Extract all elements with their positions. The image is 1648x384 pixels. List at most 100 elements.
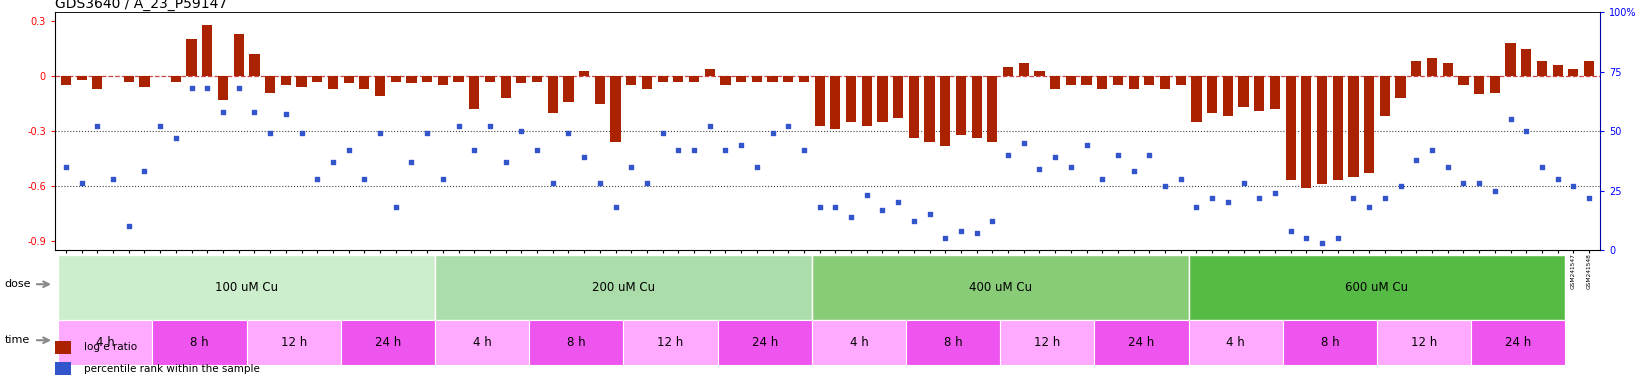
Bar <box>1035 71 1045 76</box>
Point <box>1200 195 1226 201</box>
Text: 24 h: 24 h <box>1129 336 1155 349</box>
Point <box>1575 195 1602 201</box>
Point <box>1183 204 1210 210</box>
Bar <box>925 76 934 142</box>
Bar <box>152 320 247 365</box>
Bar <box>218 76 227 100</box>
Bar <box>203 25 213 76</box>
Point <box>320 159 346 165</box>
Bar <box>908 76 920 138</box>
Bar <box>1285 76 1295 180</box>
Bar <box>1379 76 1389 116</box>
Point <box>303 175 330 182</box>
Bar <box>1098 76 1107 89</box>
Bar <box>247 320 341 365</box>
Point <box>1058 164 1084 170</box>
Text: 12 h: 12 h <box>280 336 307 349</box>
Point <box>806 204 832 210</box>
Bar <box>1004 67 1014 76</box>
Bar <box>1317 76 1327 184</box>
Bar <box>1333 76 1343 180</box>
Bar <box>1000 320 1094 365</box>
Bar <box>1378 320 1472 365</box>
Point <box>1388 183 1414 189</box>
Bar <box>1473 76 1485 94</box>
Point <box>147 123 173 129</box>
Point <box>666 147 692 153</box>
Bar <box>939 76 951 146</box>
Bar <box>343 76 354 83</box>
Bar <box>1458 76 1468 85</box>
Bar <box>564 76 574 102</box>
Point <box>979 218 1005 225</box>
Point <box>257 130 283 136</box>
Bar <box>1396 76 1406 98</box>
Point <box>1371 195 1398 201</box>
Point <box>681 147 707 153</box>
Point <box>1042 154 1068 160</box>
Bar <box>1569 69 1579 76</box>
Bar <box>1050 76 1060 89</box>
Point <box>1340 195 1366 201</box>
Text: 12 h: 12 h <box>658 336 684 349</box>
Text: 4 h: 4 h <box>849 336 868 349</box>
Bar <box>1521 49 1531 76</box>
Point <box>916 211 943 217</box>
Bar <box>987 76 997 142</box>
Bar <box>1192 76 1201 122</box>
Text: 8 h: 8 h <box>944 336 962 349</box>
Point <box>1434 164 1460 170</box>
Point <box>964 230 990 237</box>
Point <box>1467 180 1493 187</box>
Point <box>587 180 613 187</box>
Point <box>1544 175 1571 182</box>
Bar <box>610 76 621 142</box>
Point <box>854 192 880 198</box>
Point <box>1089 175 1116 182</box>
Bar <box>61 76 71 85</box>
Text: 600 uM Cu: 600 uM Cu <box>1345 281 1409 294</box>
Point <box>1152 183 1178 189</box>
Bar <box>1223 76 1233 116</box>
Bar <box>280 76 292 85</box>
Point <box>555 130 582 136</box>
Point <box>1167 175 1193 182</box>
Bar <box>76 76 87 80</box>
Text: 8 h: 8 h <box>190 336 209 349</box>
Point <box>1325 235 1351 241</box>
Bar <box>422 76 432 81</box>
Text: 24 h: 24 h <box>751 336 778 349</box>
Bar <box>1552 65 1562 76</box>
Point <box>430 175 456 182</box>
Point <box>1309 240 1335 246</box>
Bar <box>814 76 824 126</box>
Bar <box>485 76 494 81</box>
Bar <box>359 76 369 89</box>
Bar <box>328 76 338 89</box>
Point <box>288 130 315 136</box>
Text: 24 h: 24 h <box>374 336 400 349</box>
Point <box>1231 180 1257 187</box>
Bar <box>626 76 636 85</box>
Point <box>226 85 252 91</box>
Bar <box>54 341 71 354</box>
Point <box>1246 195 1272 201</box>
Point <box>618 164 644 170</box>
Bar <box>972 76 982 138</box>
Bar <box>311 76 323 81</box>
Bar <box>1271 76 1280 109</box>
Bar <box>1490 76 1500 93</box>
Point <box>885 199 911 205</box>
Bar <box>689 76 699 81</box>
Point <box>1529 164 1556 170</box>
Point <box>1104 152 1131 158</box>
Point <box>368 130 394 136</box>
Bar <box>501 76 511 98</box>
Point <box>743 164 770 170</box>
Bar <box>1584 61 1594 76</box>
Point <box>539 180 565 187</box>
Bar <box>1505 43 1516 76</box>
Point <box>933 235 959 241</box>
Text: dose: dose <box>5 279 31 289</box>
Text: GDS3640 / A_23_P59147: GDS3640 / A_23_P59147 <box>54 0 227 11</box>
